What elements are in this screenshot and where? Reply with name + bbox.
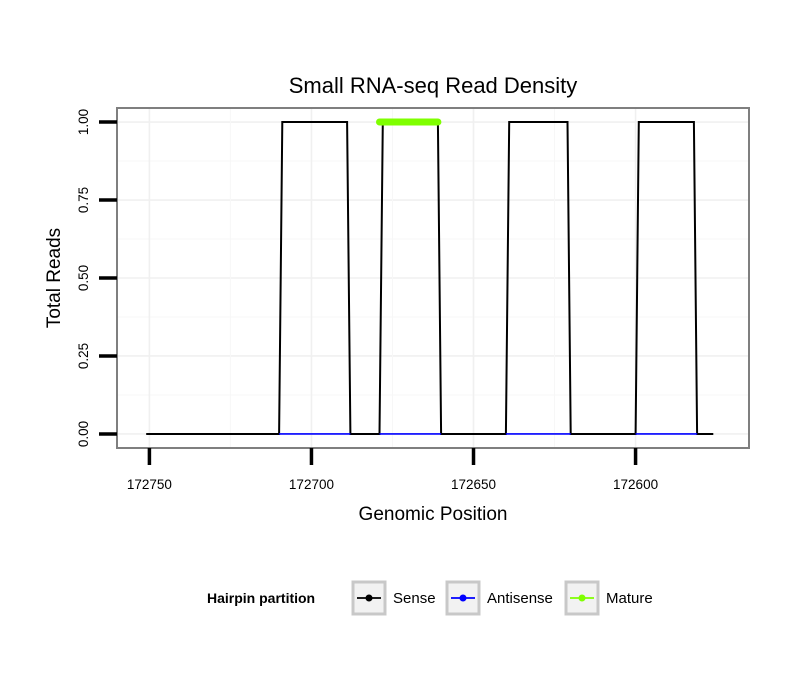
x-tick-label: 172600	[613, 477, 658, 492]
legend-key-point	[578, 594, 586, 602]
y-tick-label: 1.00	[76, 109, 91, 135]
legend-title: Hairpin partition	[207, 590, 315, 606]
grid	[117, 108, 749, 448]
legend-key-point	[459, 594, 467, 602]
x-tick-label: 172700	[289, 477, 334, 492]
legend-item-mature: Mature	[564, 580, 653, 616]
y-tick-label: 0.75	[76, 187, 91, 213]
legend-key-point	[365, 594, 373, 602]
legend: Hairpin partition Sense Antisense Mature	[207, 580, 653, 616]
y-tick-label: 0.50	[76, 265, 91, 291]
x-tick-label: 172650	[451, 477, 496, 492]
y-tick-label: 0.00	[76, 421, 91, 447]
series-layer	[146, 118, 714, 435]
legend-item-antisense: Antisense	[445, 580, 553, 616]
legend-label: Mature	[606, 590, 653, 607]
x-tick-label: 172750	[127, 477, 172, 492]
sense-line	[146, 121, 714, 435]
chart-title: Small RNA-seq Read Density	[289, 73, 578, 98]
y-tick-label: 0.25	[76, 343, 91, 369]
legend-label: Antisense	[487, 590, 553, 607]
x-axis: 172750 172700 172650 172600	[127, 448, 658, 492]
legend-label: Sense	[393, 590, 436, 607]
legend-item-sense: Sense	[351, 580, 436, 616]
x-axis-title: Genomic Position	[359, 504, 508, 525]
y-axis-title: Total Reads	[44, 228, 65, 328]
y-axis: 0.00 0.25 0.50 0.75 1.00	[76, 109, 117, 447]
